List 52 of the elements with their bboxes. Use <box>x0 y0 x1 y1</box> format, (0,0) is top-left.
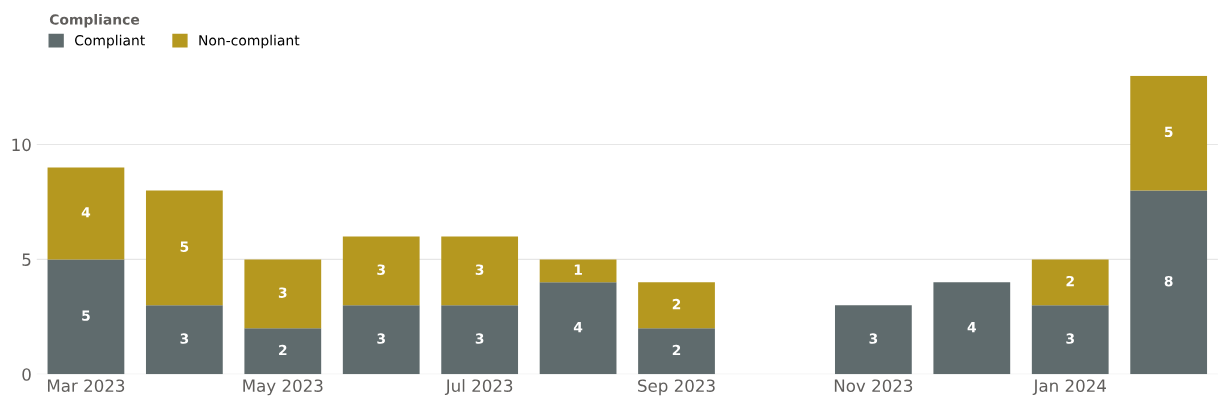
y-tick-label: 5 <box>22 253 31 266</box>
x-tick-label: Sep 2023 <box>638 379 715 396</box>
bar <box>342 305 420 375</box>
y-tick-label: 10 <box>12 138 31 152</box>
bar <box>539 259 617 283</box>
data-label: 5 <box>82 310 90 321</box>
bar <box>1031 305 1109 375</box>
bar <box>539 282 617 375</box>
data-label: 3 <box>869 333 878 344</box>
legend-label: Compliant <box>75 34 145 49</box>
data-label: 4 <box>573 322 583 333</box>
data-label: 5 <box>1164 126 1173 138</box>
bar <box>638 328 715 375</box>
data-label: 5 <box>180 241 189 252</box>
data-label: 8 <box>1164 275 1173 287</box>
bar <box>342 236 420 306</box>
data-label: 4 <box>967 322 976 333</box>
data-label: 3 <box>377 333 385 344</box>
x-tick-label: Nov 2023 <box>834 379 913 392</box>
bar <box>244 259 322 329</box>
bar <box>145 305 223 375</box>
data-label: 4 <box>81 207 91 218</box>
legend-title: Compliance <box>49 13 140 28</box>
bar <box>1130 190 1208 375</box>
data-label: 3 <box>475 333 484 344</box>
x-tick-label: Jan 2024 <box>1032 379 1106 396</box>
data-label: 3 <box>278 287 287 298</box>
data-label: 3 <box>475 264 484 275</box>
bar <box>145 190 223 306</box>
data-label: 3 <box>1066 333 1074 344</box>
data-label: 3 <box>377 264 385 275</box>
data-label: 1 <box>574 264 582 275</box>
bar <box>47 167 125 260</box>
x-tick-label: Mar 2023 <box>47 379 125 392</box>
data-label: 2 <box>672 298 681 310</box>
bar <box>638 282 715 329</box>
bar <box>441 305 519 375</box>
bar <box>834 305 912 375</box>
data-label: 2 <box>279 344 287 356</box>
y-tick-label: 0 <box>22 368 31 381</box>
data-label: 3 <box>180 333 189 344</box>
data-label: 2 <box>672 344 681 356</box>
bar <box>47 259 125 375</box>
x-tick-label: Jul 2023 <box>444 379 513 396</box>
bar <box>1031 259 1109 306</box>
x-tick-label: May 2023 <box>243 379 323 396</box>
bar <box>1130 75 1208 191</box>
legend-label: Non-compliant <box>199 34 300 49</box>
data-label: 2 <box>1066 275 1074 287</box>
bar <box>933 282 1011 375</box>
bar <box>441 236 519 306</box>
bar <box>244 328 322 375</box>
